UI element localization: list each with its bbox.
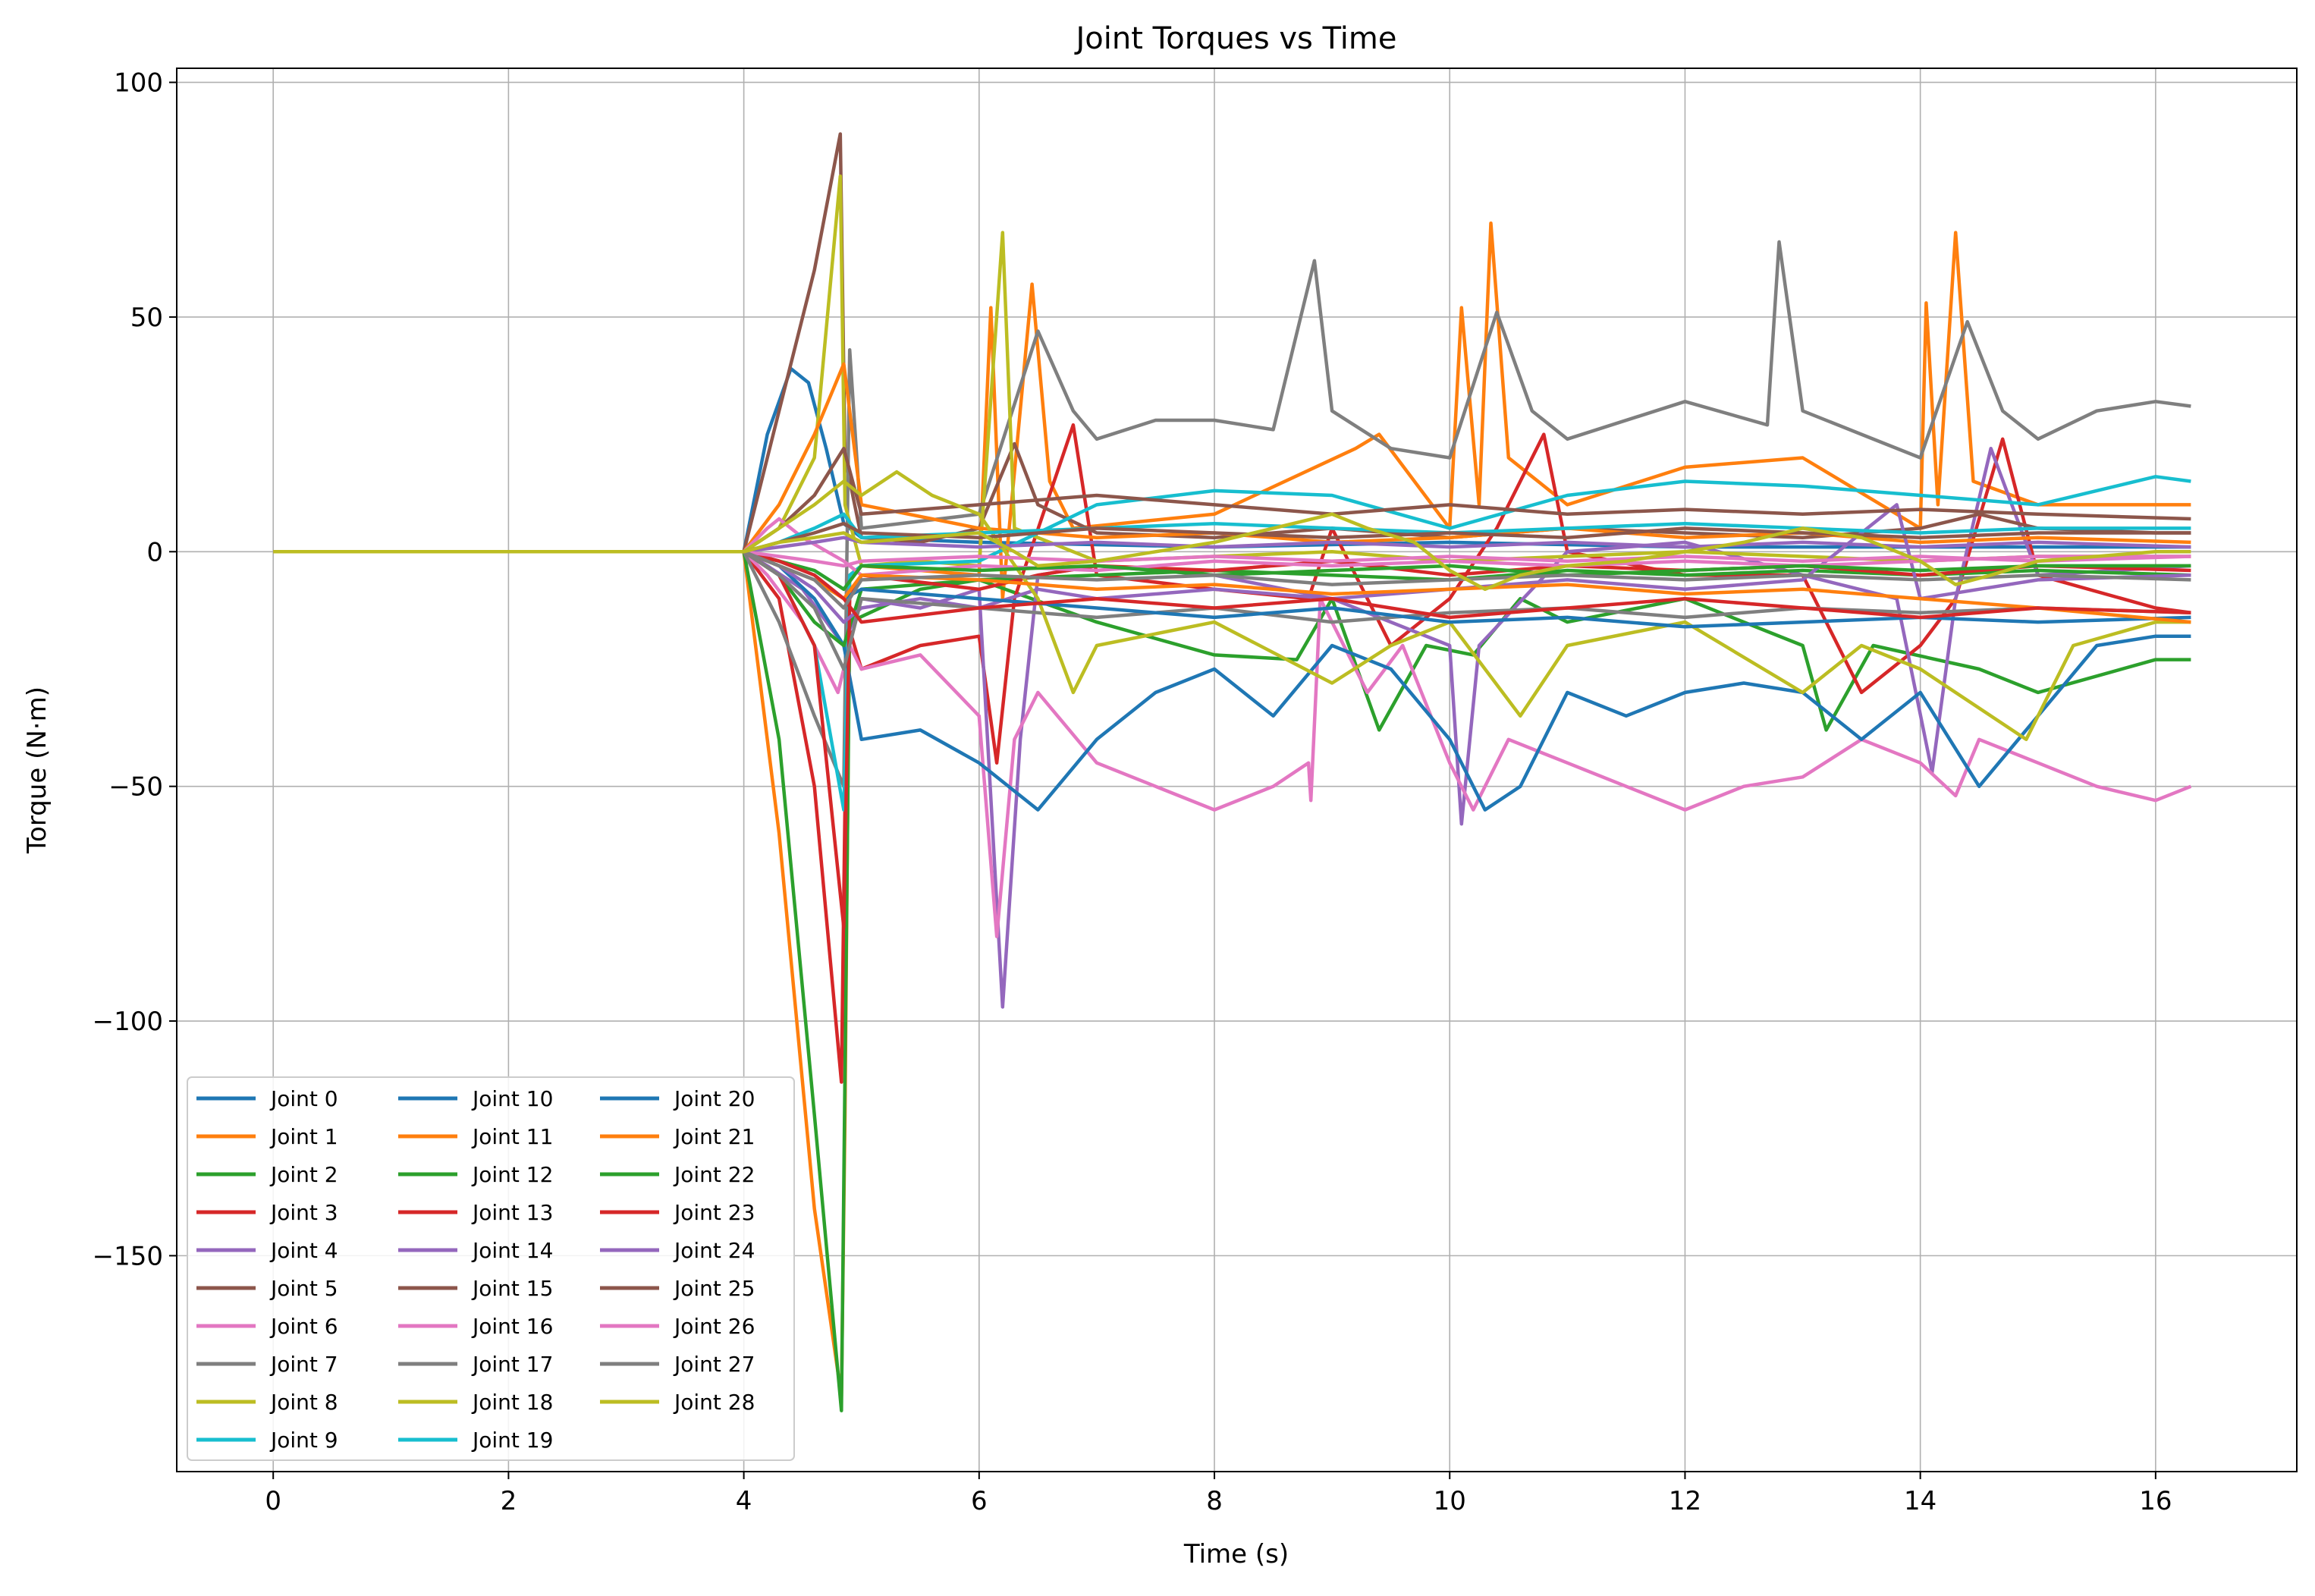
x-tick-label: 0 xyxy=(265,1486,281,1516)
y-tick-label: 100 xyxy=(114,68,163,99)
legend-label: Joint 0 xyxy=(269,1086,338,1111)
legend-label: Joint 13 xyxy=(471,1200,553,1225)
legend-label: Joint 28 xyxy=(673,1390,755,1415)
series-line-joint-19 xyxy=(273,512,2191,554)
axes-frame xyxy=(176,68,2298,1472)
legend-label: Joint 27 xyxy=(673,1352,755,1377)
legend-label: Joint 7 xyxy=(269,1352,338,1377)
y-tick-label: −50 xyxy=(108,772,163,803)
series-line-joint-5 xyxy=(273,132,2191,554)
legend-label: Joint 10 xyxy=(471,1086,553,1111)
legend-label: Joint 2 xyxy=(269,1162,338,1187)
legend-label: Joint 18 xyxy=(471,1390,553,1415)
legend-label: Joint 21 xyxy=(673,1124,755,1149)
y-tick-label: 50 xyxy=(130,303,163,333)
x-tick-label: 12 xyxy=(1669,1486,1701,1516)
legend-label: Joint 15 xyxy=(471,1276,553,1301)
legend-label: Joint 24 xyxy=(673,1238,755,1263)
series-line-joint-28 xyxy=(273,512,2191,592)
legend-label: Joint 26 xyxy=(673,1314,755,1339)
series-line-joint-10 xyxy=(273,550,2191,812)
legend-label: Joint 3 xyxy=(269,1200,338,1225)
x-tick-label: 8 xyxy=(1206,1486,1223,1516)
x-axis-label: Time (s) xyxy=(1183,1539,1289,1569)
legend-label: Joint 1 xyxy=(269,1124,338,1149)
series-line-joint-18 xyxy=(273,470,2191,742)
legend-label: Joint 17 xyxy=(471,1352,553,1377)
legend-label: Joint 4 xyxy=(269,1238,338,1263)
series-line-joint-2 xyxy=(273,550,2191,1412)
x-tick-label: 6 xyxy=(971,1486,988,1516)
legend-label: Joint 6 xyxy=(269,1314,338,1339)
legend-label: Joint 9 xyxy=(269,1428,338,1453)
legend-label: Joint 12 xyxy=(471,1162,553,1187)
series-line-joint-24 xyxy=(273,536,2191,554)
legend-label: Joint 14 xyxy=(471,1238,553,1263)
series-line-joint-15 xyxy=(273,446,2191,554)
y-axis-label: Torque (N·m) xyxy=(22,686,52,854)
x-tick-label: 4 xyxy=(736,1486,752,1516)
legend-label: Joint 11 xyxy=(471,1124,553,1149)
series-line-joint-14 xyxy=(273,503,2191,624)
series-line-joint-23 xyxy=(273,550,2191,624)
x-tick-label: 14 xyxy=(1904,1486,1936,1516)
legend: Joint 0 Joint 1 Joint 2 Joint 3 Joint 4 Joint… xyxy=(187,1076,795,1461)
y-tick-label: −150 xyxy=(93,1241,163,1271)
x-tick-label: 2 xyxy=(501,1486,517,1516)
legend-label: Joint 19 xyxy=(471,1428,553,1453)
legend-label: Joint 20 xyxy=(673,1086,755,1111)
axis-ticks: 0 2 4 6 8 10 12 14 16 100 50 0 −50 −100 −150 xyxy=(93,68,2172,1516)
legend-label: Joint 23 xyxy=(673,1200,755,1225)
x-tick-label: 10 xyxy=(1434,1486,1466,1516)
legend-label: Joint 25 xyxy=(673,1276,755,1301)
series-line-joint-8 xyxy=(273,174,2191,568)
grid xyxy=(177,68,2297,1472)
series-line-joint-7 xyxy=(273,240,2191,788)
legend-label: Joint 8 xyxy=(269,1390,338,1415)
legend-label: Joint 22 xyxy=(673,1162,755,1187)
chart-title: Joint Torques vs Time xyxy=(1073,21,1396,56)
series-line-joint-26 xyxy=(273,550,2191,568)
y-tick-label: 0 xyxy=(146,537,163,567)
x-tick-label: 16 xyxy=(2139,1486,2172,1516)
plot-area xyxy=(273,132,2192,1412)
y-tick-label: −100 xyxy=(93,1007,163,1037)
legend-label: Joint 16 xyxy=(471,1314,553,1339)
legend-label: Joint 5 xyxy=(269,1276,338,1301)
series-line-joint-27 xyxy=(273,550,2191,610)
